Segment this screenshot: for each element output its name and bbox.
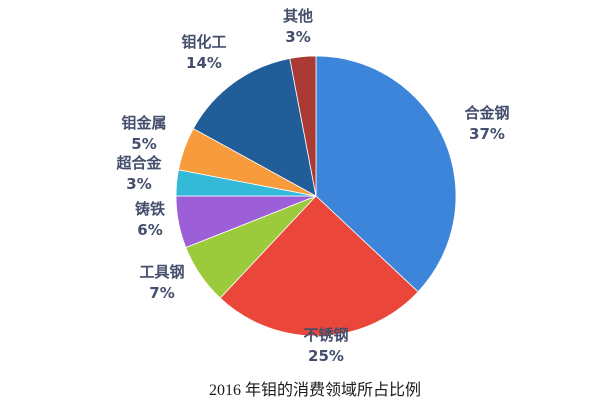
- slice-label-percent: 25%: [308, 347, 344, 365]
- slice-label-percent: 3%: [285, 28, 311, 46]
- pie-slice-7: [289, 55, 317, 197]
- slice-label-4: 超合金 3%: [116, 153, 161, 195]
- slice-label-6: 钼化工 14%: [181, 32, 226, 74]
- slice-label-name: 工具钢: [139, 263, 185, 281]
- pie-slice-1: [219, 195, 419, 337]
- slice-label-percent: 37%: [469, 125, 505, 143]
- slice-label-percent: 3%: [126, 175, 152, 193]
- slice-label-5: 钼金属 5%: [121, 113, 166, 155]
- pie-slice-6: [192, 58, 317, 197]
- slice-label-7: 其他 3%: [283, 6, 313, 48]
- slice-label-1: 不锈钢 25%: [303, 325, 348, 367]
- pie-slice-0: [315, 55, 457, 293]
- slice-label-name: 钼金属: [121, 114, 167, 132]
- slice-label-name: 不锈钢: [303, 326, 349, 344]
- slice-label-percent: 6%: [137, 221, 163, 239]
- slice-label-2: 工具钢 7%: [139, 262, 184, 304]
- chart-title: 2016 年钼的消费领域所占比例: [208, 382, 422, 399]
- slice-label-0: 合金钢 37%: [464, 103, 509, 145]
- slice-label-name: 其他: [282, 7, 314, 25]
- slice-label-name: 超合金: [116, 154, 162, 172]
- slice-label-name: 合金钢: [464, 104, 510, 122]
- slice-label-percent: 5%: [131, 135, 157, 153]
- slice-label-3: 铸铁 6%: [135, 199, 165, 241]
- slice-label-name: 铸铁: [134, 200, 166, 218]
- slice-label-name: 钼化工: [181, 33, 227, 51]
- slice-label-percent: 14%: [186, 54, 222, 72]
- slice-label-percent: 7%: [149, 284, 175, 302]
